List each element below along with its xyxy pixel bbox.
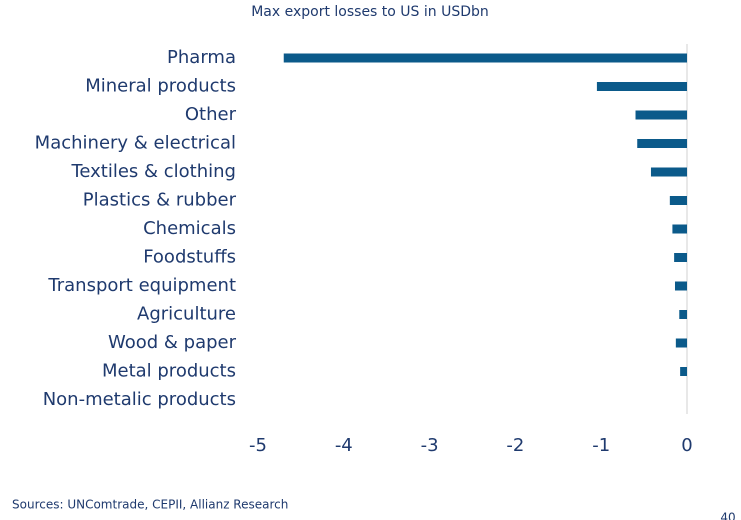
x-tick-label: -1 <box>592 435 610 456</box>
category-label: Pharma <box>167 47 236 68</box>
bar <box>672 224 687 234</box>
chart-title: Max export losses to US in USDbn <box>251 4 489 20</box>
bar <box>680 367 687 376</box>
category-label: Wood & paper <box>108 332 237 353</box>
category-label: Non-metalic products <box>43 389 236 410</box>
category-label: Other <box>185 104 237 125</box>
bar <box>283 53 687 63</box>
x-tick-label: -5 <box>249 435 267 456</box>
bar <box>675 338 687 348</box>
category-label: Mineral products <box>85 76 236 97</box>
bar <box>650 167 687 177</box>
source-note: Sources: UNComtrade, CEPII, Allianz Rese… <box>12 498 288 512</box>
bar <box>679 310 687 319</box>
bar <box>596 82 687 91</box>
bar <box>637 139 687 148</box>
category-label: Textiles & clothing <box>70 161 236 182</box>
x-tick-label: 0 <box>681 435 692 456</box>
category-label: Metal products <box>102 361 236 382</box>
category-label: Chemicals <box>143 218 236 239</box>
category-label: Foodstuffs <box>143 247 236 268</box>
bar <box>674 281 687 291</box>
bar <box>635 110 687 120</box>
category-label: Machinery & electrical <box>35 133 236 154</box>
bar <box>674 253 687 262</box>
category-label: Agriculture <box>137 304 236 325</box>
x-tick-label: -3 <box>421 435 439 456</box>
bar <box>669 196 687 205</box>
page-number: 40 <box>720 511 735 520</box>
x-tick-label: -2 <box>506 435 524 456</box>
category-label: Plastics & rubber <box>83 190 237 211</box>
x-tick-label: -4 <box>335 435 353 456</box>
category-label: Transport equipment <box>47 275 236 296</box>
